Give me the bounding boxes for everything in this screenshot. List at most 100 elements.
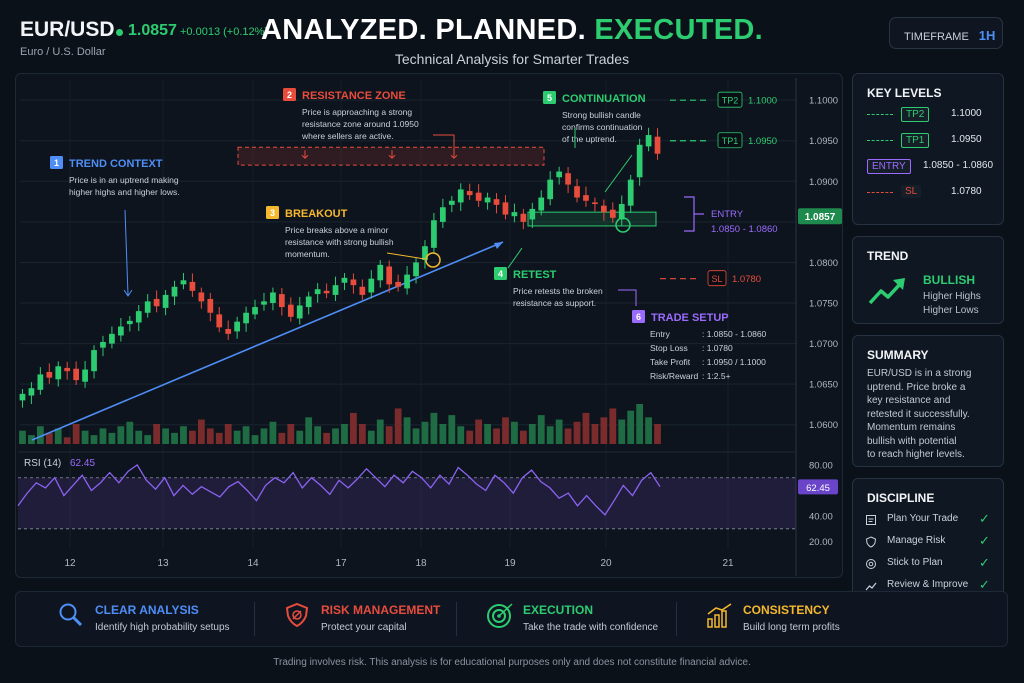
volume-bar [591, 424, 599, 444]
y-tick-label: 1.0600 [809, 420, 838, 431]
pillar-title: CONSISTENCY [743, 603, 830, 617]
pillar-title: EXECUTION [523, 603, 594, 617]
candle-body [91, 350, 97, 372]
annotation-title: CONTINUATION [562, 93, 646, 105]
candle-body [216, 314, 223, 328]
volume-bar [81, 430, 89, 444]
breakout-connector [386, 252, 426, 260]
resistance-arrow-icon [301, 150, 309, 159]
discipline-item: Review & Improve ✓ [853, 577, 1003, 594]
price-change: +0.0013 (+0.12%) [180, 26, 269, 38]
annotation-text-line: resistance zone around 1.0950 [302, 119, 419, 129]
level-tag-box [717, 91, 743, 108]
volume-bar [260, 428, 268, 444]
headline-part-1: ANALYZED. PLANNED. [261, 14, 586, 46]
live-dot-icon [116, 29, 123, 36]
setup-row-value: : 1:2.5+ [702, 371, 731, 381]
candle-body [386, 266, 393, 285]
summary-line: retested it successfully. [867, 408, 970, 420]
x-tick-label: 18 [415, 558, 427, 569]
pillar-subtitle: Build long term profits [743, 622, 840, 633]
candle-body [82, 369, 88, 382]
candle-body [28, 388, 35, 396]
discipline-item: Manage Risk ✓ [853, 533, 1003, 550]
entry-range: 1.0850 - 1.0860 [711, 224, 778, 235]
candle-body [341, 277, 348, 283]
volume-bar [555, 419, 563, 444]
level-tag-box [717, 132, 743, 149]
volume-bar [99, 428, 107, 444]
volume-bar [36, 426, 44, 444]
key-level-dash [867, 192, 893, 193]
volume-bar [636, 404, 644, 444]
candle-body [511, 212, 518, 217]
volume-bar [242, 426, 250, 444]
candle-body [135, 311, 142, 323]
key-level-value: 1.0780 [951, 186, 982, 197]
checklist-icon [865, 513, 877, 531]
candle-body [520, 213, 527, 222]
annotation-number-badge [266, 206, 279, 219]
discipline-item-label: Manage Risk [887, 535, 946, 546]
level-value-sl: 1.0780 [732, 274, 761, 285]
discipline-item: Stick to Plan ✓ [853, 555, 1003, 575]
volume-bar [537, 415, 545, 444]
annotation-text-line: Price is in an uptrend making [69, 175, 179, 185]
trend-context-connector [124, 209, 129, 296]
level-tag-tp2: TP2 [722, 96, 739, 106]
discipline-item-label: Plan Your Trade [887, 513, 959, 524]
rsi-line [17, 463, 661, 516]
volume-bar [90, 435, 98, 444]
volume-bar [600, 417, 608, 444]
check-icon: ✓ [979, 511, 990, 526]
pillar-execution: EXECUTION Take the trade with confidence [486, 600, 706, 640]
discipline-title: DISCIPLINE [867, 491, 935, 505]
annotation-number: 5 [547, 93, 552, 103]
timeframe-value: 1H [978, 28, 996, 43]
trend-state: BULLISH [923, 273, 975, 287]
candle-body [457, 189, 464, 203]
summary-line: EUR/USD is in a strong [867, 368, 972, 379]
candle-body [592, 202, 598, 205]
volume-bar [511, 421, 518, 444]
candle-body [270, 292, 276, 304]
annotation-text-line: confirms continuation [562, 122, 643, 132]
rsi-tick-label: 40.00 [809, 512, 833, 523]
annotation-text-line: Strong bullish candle [562, 110, 641, 120]
candle-body [243, 312, 249, 324]
rsi-value-badge [798, 479, 838, 495]
volume-bar [484, 424, 491, 444]
volume-bar [117, 426, 125, 444]
volume-bar [627, 410, 635, 444]
trend-line-1: Higher Highs [923, 291, 981, 302]
volume-bar [126, 421, 134, 444]
candle-body [296, 305, 303, 319]
candle-body [100, 341, 106, 348]
retest-connector [507, 247, 523, 269]
volume-bar [421, 421, 429, 444]
rsi-tick-label: 80.00 [809, 460, 833, 471]
candle-body [439, 207, 446, 222]
volume-bar [350, 412, 357, 444]
trend-line [31, 241, 504, 441]
rsi-tick-label: 20.00 [809, 537, 833, 548]
candle-body [627, 179, 634, 206]
volume-bar [63, 437, 71, 444]
volume-bar [153, 424, 161, 444]
target-icon [865, 557, 877, 575]
trend-line-arrowhead [494, 242, 503, 249]
x-tick-label: 14 [247, 558, 259, 569]
pillars-bar [15, 591, 1008, 647]
resistance-zone [237, 146, 545, 166]
resistance-connector [433, 134, 455, 152]
annotation-title: RESISTANCE ZONE [302, 90, 406, 102]
annotation-text-line: Price is approaching a strong [302, 107, 412, 117]
key-level-value: 1.0950 [951, 134, 982, 145]
pillar-title: CLEAR ANALYSIS [95, 603, 199, 617]
volume-bar [278, 432, 286, 444]
candle-body [529, 208, 536, 220]
timeframe-selector[interactable]: TIMEFRAME 1H [889, 17, 1003, 49]
volume-bar [394, 408, 402, 444]
annotation-title: RETEST [513, 269, 557, 281]
candle-body [278, 294, 285, 308]
